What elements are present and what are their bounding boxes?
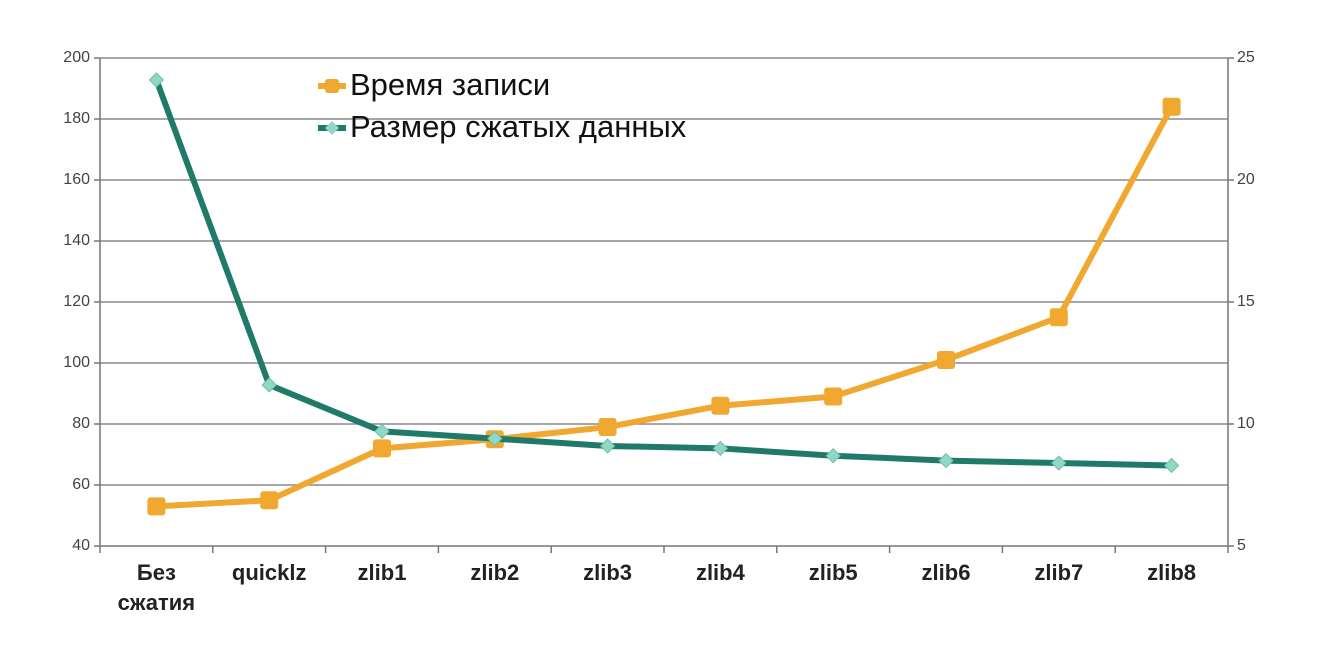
data-point-square [1049,308,1068,327]
data-point-diamond [1051,455,1067,471]
x-tick-label: zlib1 [358,560,407,585]
x-tick-label: zlib4 [696,560,746,585]
left-tick-label: 40 [72,537,90,554]
x-tick-label: quicklz [232,560,307,585]
right-tick-label: 5 [1237,537,1246,554]
legend-marker-compressed-size [325,121,339,135]
data-point-diamond [374,423,390,440]
data-point-diamond [148,72,165,88]
legend-marker-write-time [325,79,339,93]
data-point-square [824,387,843,406]
right-tick-label: 20 [1237,171,1255,188]
series-layer [147,72,1181,516]
x-tick-label: zlib8 [1147,560,1196,585]
legend: Время записи Размер сжатых данных [318,67,687,144]
left-tick-label: 200 [63,49,90,66]
right-tick-label: 10 [1237,415,1255,432]
legend-label-compressed-size: Размер сжатых данных [350,109,687,144]
left-tick-label: 140 [63,232,90,249]
data-point-diamond [938,452,954,469]
grid [100,57,1228,486]
legend-item-write-time: Время записи [318,67,550,102]
axes [94,57,1234,553]
left-tick-label: 180 [63,110,90,127]
series-line-1 [153,78,1172,469]
data-point-square [937,350,955,369]
right-tick-label: 25 [1237,49,1255,66]
x-tick-label: Без сжатия [118,560,195,615]
data-point-square [598,418,617,437]
data-point-square [260,491,279,510]
left-tick-label: 100 [63,354,90,371]
x-tick-label: zlib3 [583,560,632,585]
data-point-square [711,396,730,415]
x-tick-label: zlib2 [470,560,519,585]
x-tick-label: zlib7 [1034,560,1083,585]
left-tick-label: 80 [72,415,90,432]
data-point-square [147,497,166,516]
labels: 40 60 80 100 120 140 160 180 200 5 10 15 20 25 Без сжат… [63,49,1255,615]
series-line-0 [156,105,1175,510]
data-point-square [373,439,391,458]
data-point-diamond [825,448,841,464]
data-point-diamond [261,377,277,393]
data-point-square [1162,97,1181,116]
left-tick-label: 160 [63,171,90,188]
left-tick-label: 120 [63,293,90,310]
x-tick-label: zlib6 [922,560,971,585]
data-point-diamond [599,438,616,454]
left-tick-label: 60 [72,476,90,493]
data-point-diamond [1163,457,1180,474]
data-point-diamond [487,430,503,447]
legend-label-write-time: Время записи [350,67,550,102]
legend-item-compressed-size: Размер сжатых данных [318,109,687,144]
right-tick-label: 15 [1237,293,1255,310]
x-tick-label: zlib5 [809,560,858,585]
data-point-diamond [712,440,729,457]
